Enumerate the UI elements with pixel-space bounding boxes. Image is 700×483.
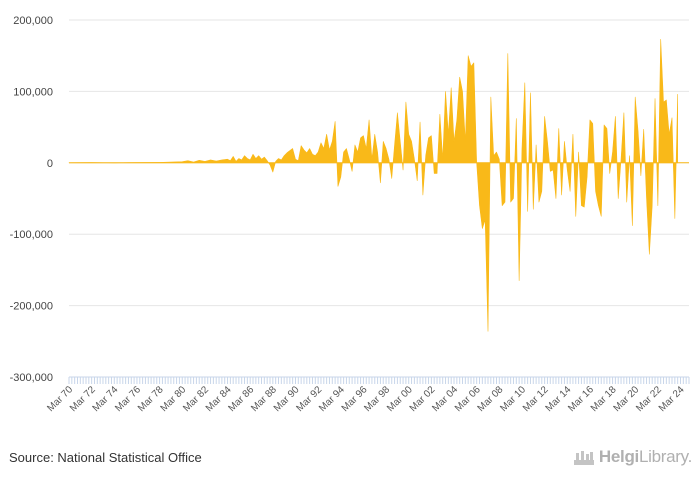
helgi-library-logo[interactable]: Helgi Library. [573, 447, 692, 467]
library-icon [573, 451, 594, 465]
y-tick-label: -100,000 [10, 229, 53, 241]
y-tick-label: -300,000 [10, 372, 53, 384]
y-tick-label: 200,000 [13, 15, 53, 27]
logo-text: Library. [638, 447, 692, 466]
series-layer [68, 38, 689, 332]
series-area [68, 38, 678, 332]
y-tick-label: 0 [47, 158, 53, 170]
source-note: Source: National Statistical Office [9, 450, 202, 465]
y-axis-labels: 200,000 100,000 0 -100,000 -200,000 -300,000 [10, 15, 53, 384]
y-tick-label: 100,000 [13, 86, 53, 98]
y-tick-label: -200,000 [10, 301, 53, 313]
x-axis [68, 376, 690, 384]
chart-canvas: 200,000100,0000-100,000-200,000-300,000 … [10, 15, 690, 414]
grid-lines [69, 19, 689, 378]
logo-text-bold: Helgi [598, 447, 639, 466]
x-tick-label: Mar 24 [657, 384, 687, 414]
